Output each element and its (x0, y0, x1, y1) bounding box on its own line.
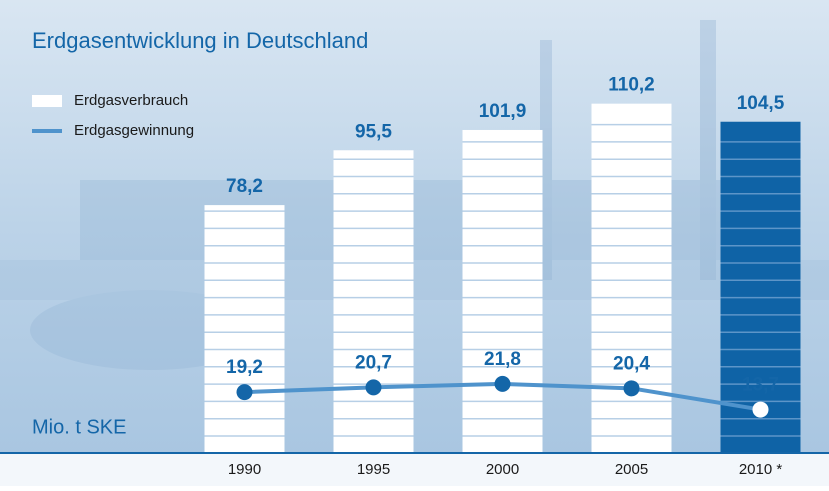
data-label: 95,5 (355, 121, 392, 142)
page: Erdgasentwicklung in Deutschland Mio. t … (0, 0, 829, 491)
data-label: 101,9 (479, 101, 527, 122)
chart-title: Erdgasentwicklung in Deutschland (32, 28, 368, 53)
x-tick-label: 1995 (357, 461, 390, 478)
data-label: 20,4 (613, 353, 650, 374)
bar (205, 205, 285, 453)
chart: Erdgasentwicklung in Deutschland Mio. t … (0, 0, 829, 486)
x-tick-label: 2005 (615, 461, 648, 478)
bar (334, 150, 414, 453)
legend-swatch (32, 95, 62, 107)
y-axis-label: Mio. t SKE (32, 416, 126, 438)
bar (592, 104, 672, 453)
data-label: 78,2 (226, 176, 263, 197)
x-tick-label: 1990 (228, 461, 261, 478)
bar (463, 130, 543, 453)
line-marker (366, 379, 382, 395)
data-label: 110,2 (608, 75, 655, 96)
data-label: 20,7 (355, 352, 392, 373)
data-label: 21,8 (484, 349, 521, 370)
data-label: 13,7 (742, 375, 779, 396)
footer-strip (0, 453, 829, 486)
line-marker (624, 380, 640, 396)
line-marker (753, 402, 769, 418)
line-marker (237, 384, 253, 400)
x-tick-label: 2010 * (739, 461, 783, 478)
x-tick-label: 2000 (486, 461, 519, 478)
legend-label: Erdgasgewinnung (74, 122, 194, 139)
line-marker (495, 376, 511, 392)
legend-label: Erdgasverbrauch (74, 92, 188, 109)
data-label: 19,2 (226, 357, 263, 378)
data-label: 104,5 (737, 93, 785, 114)
